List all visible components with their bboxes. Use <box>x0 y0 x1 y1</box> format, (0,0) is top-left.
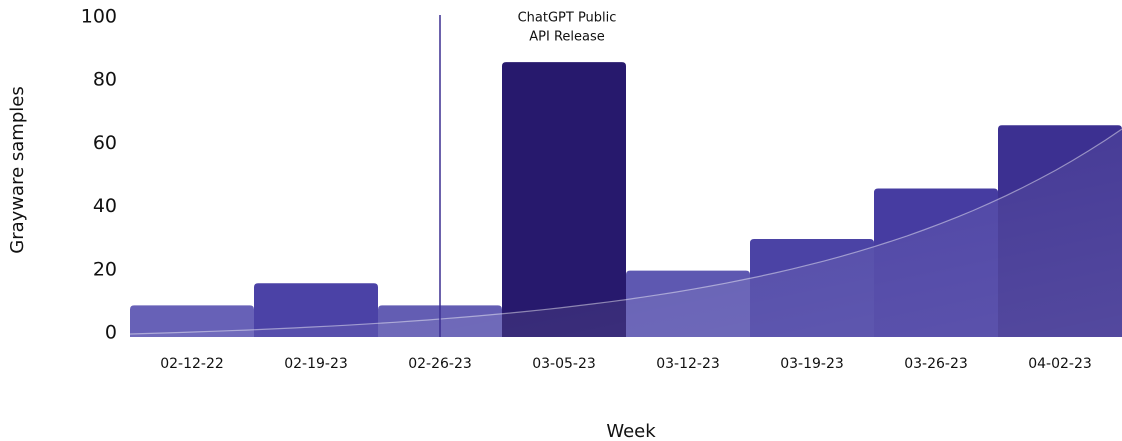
x-tick-label: 02-19-23 <box>284 356 348 372</box>
bar <box>502 62 626 337</box>
x-axis-label: Week <box>606 421 656 441</box>
y-axis-label: Grayware samples <box>7 86 28 253</box>
bar <box>130 305 254 337</box>
x-tick-label: 02-26-23 <box>408 356 472 372</box>
annotation-text: ChatGPT Public <box>518 11 617 26</box>
x-tick-label: 03-12-23 <box>656 356 720 372</box>
x-tick-label: 03-05-23 <box>532 356 596 372</box>
x-tick-label: 04-02-23 <box>1028 356 1092 372</box>
trend-area <box>130 129 1122 337</box>
y-tick-label: 60 <box>93 132 117 154</box>
y-tick-label: 0 <box>105 322 117 344</box>
y-tick-label: 40 <box>93 195 117 217</box>
x-tick-label: 03-26-23 <box>904 356 968 372</box>
annotation-text: API Release <box>529 30 605 45</box>
bar <box>254 283 378 337</box>
y-tick-label: 100 <box>81 6 117 28</box>
y-tick-label: 20 <box>93 258 117 280</box>
x-tick-label: 02-12-22 <box>160 356 224 372</box>
x-tick-label: 03-19-23 <box>780 356 844 372</box>
y-tick-label: 80 <box>93 69 117 91</box>
